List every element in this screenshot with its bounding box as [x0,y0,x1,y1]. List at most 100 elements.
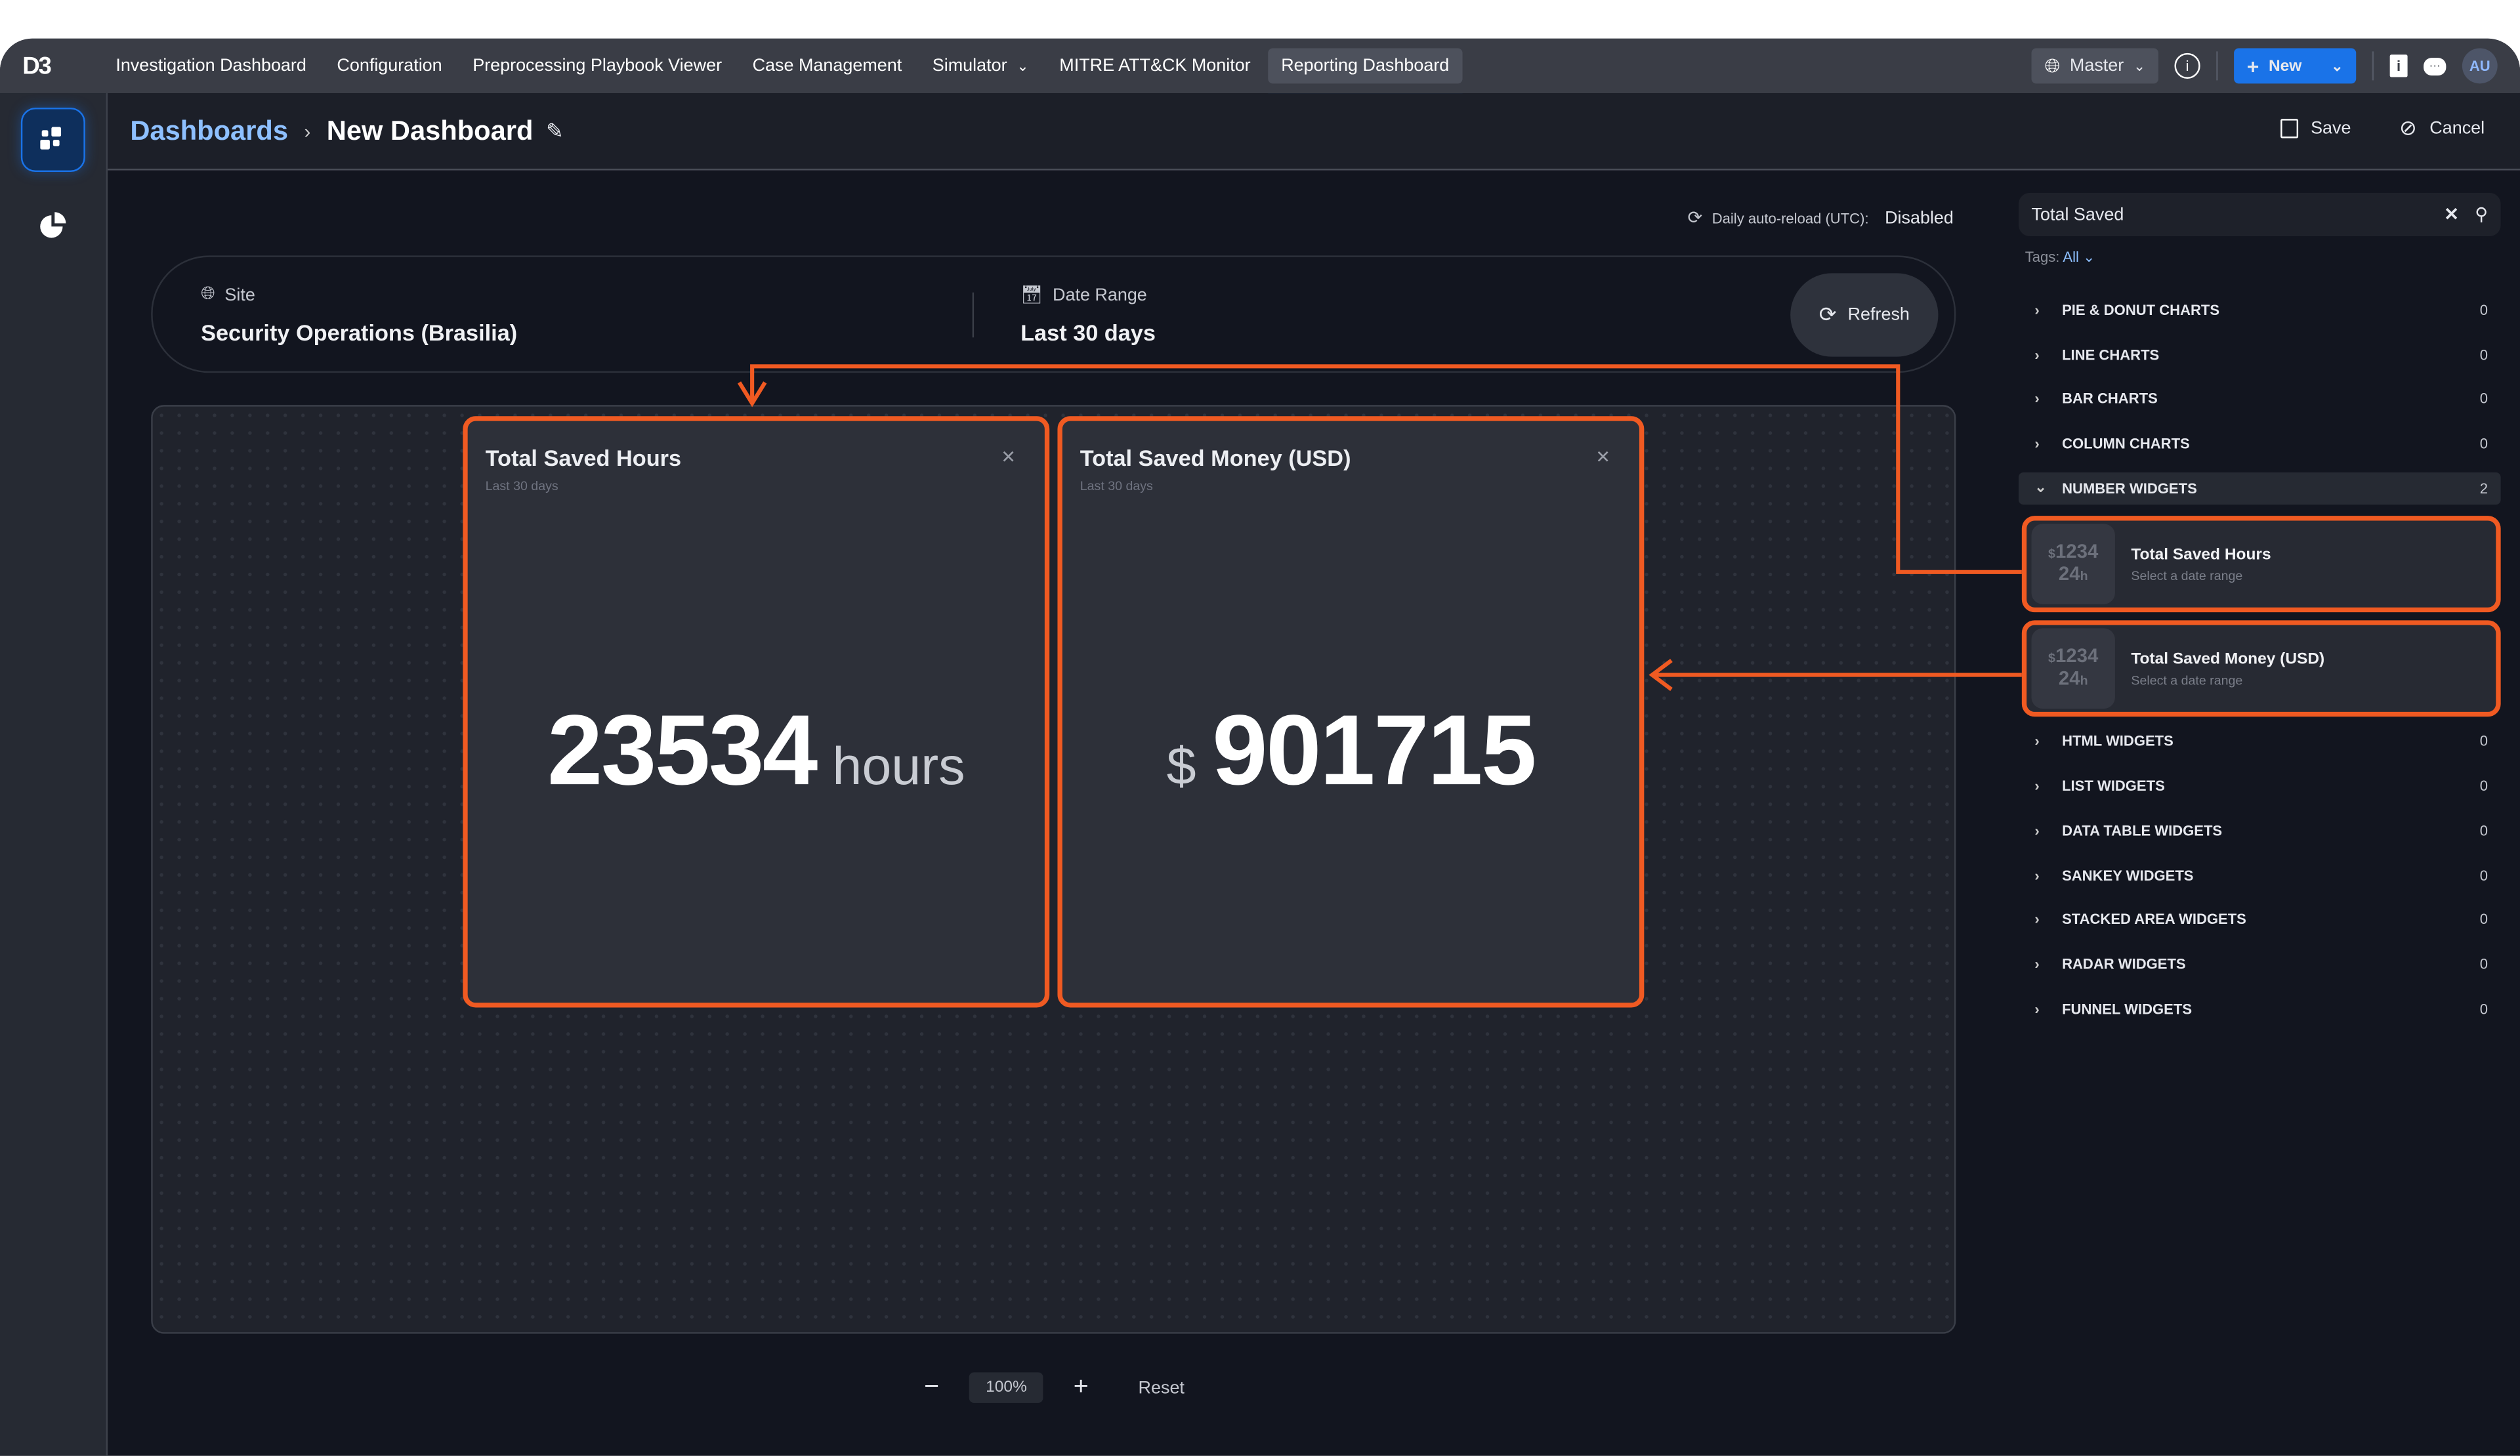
dashboard-canvas[interactable]: Total Saved Hours Last 30 days ✕ 23534 ho… [151,405,1956,1334]
nav-investigation-dashboard[interactable]: Investigation Dashboard [116,56,306,76]
tags-label: Tags: [2025,249,2060,266]
widget-search-input[interactable]: Total Saved ✕ ⚲ [2018,192,2501,237]
category-name: BAR CHARTS [2062,391,2158,407]
save-icon [2280,119,2298,138]
sidebar-item-dashboards[interactable] [20,108,85,173]
widget-total-saved-money[interactable]: Total Saved Money (USD) Last 30 days ✕ $… [1057,416,1645,1008]
cancel-button[interactable]: ⊘ Cancel [2399,115,2485,141]
search-value: Total Saved [2031,205,2124,224]
nav-simulator[interactable]: Simulator ⌄ [919,48,1041,83]
category-count: 0 [2479,346,2488,363]
category-name: RADAR WIDGETS [2062,955,2186,972]
chevron-down-icon: ⌄ [2331,56,2343,73]
chevron-right-icon: › [2034,302,2040,318]
nav-mitre-attack-monitor[interactable]: MITRE ATT&CK Monitor [1059,56,1251,76]
category-list-widgets[interactable]: › LIST WIDGETS 0 [2019,770,2501,802]
chevron-right-icon: › [2034,911,2040,928]
category-number-widgets[interactable]: ⌄ NUMBER WIDGETS 2 [2018,472,2501,505]
zoom-in-button[interactable]: + [1073,1373,1089,1401]
widget-template-item[interactable]: $1234 24h Total Saved Money (USD) Select a … [2021,621,2501,718]
auto-reload-label: Daily auto-reload (UTC): [1712,209,1869,226]
chevron-right-icon: › [2034,778,2040,795]
category-radar-widgets[interactable]: › RADAR WIDGETS 0 [2019,948,2501,980]
refresh-button[interactable]: ⟳ Refresh [1790,273,1939,357]
chevron-down-icon: ⌄ [1017,56,1029,73]
nav-preprocessing-playbook-viewer[interactable]: Preprocessing Playbook Viewer [472,56,723,76]
pie-chart-icon[interactable] [37,211,69,243]
chevron-right-icon: › [2034,346,2040,363]
category-data-table-widgets[interactable]: › DATA TABLE WIDGETS 0 [2019,814,2501,846]
widget-unit: hours [832,736,965,796]
site-label: Site [224,285,255,305]
item-title: Total Saved Hours [2131,546,2271,564]
divider [2216,51,2218,81]
category-line-charts[interactable]: › LINE CHARTS 0 [2019,339,2501,371]
auto-reload-status[interactable]: ⟳ Daily auto-reload (UTC): Disabled [1687,207,1953,228]
category-funnel-widgets[interactable]: › FUNNEL WIDGETS 0 [2019,992,2501,1024]
site-selector[interactable]: 🌐︎ Master ⌄ [2032,48,2159,84]
widget-value: 23534 [547,696,818,807]
nav-configuration[interactable]: Configuration [337,56,442,76]
category-count: 0 [2479,391,2488,407]
site-filter-label: 🌐︎ Site [201,284,255,305]
nav-reporting-dashboard[interactable]: Reporting Dashboard [1268,48,1462,96]
save-button[interactable]: Save [2280,119,2351,138]
category-column-charts[interactable]: › COLUMN CHARTS 0 [2019,428,2501,460]
category-name: LIST WIDGETS [2062,778,2165,795]
app-window: D3 Investigation Dashboard Configuration… [0,38,2520,1456]
category-count: 0 [2479,302,2488,318]
widget-total-saved-hours[interactable]: Total Saved Hours Last 30 days ✕ 23534 ho… [463,416,1050,1008]
zoom-out-button[interactable]: − [924,1373,940,1401]
info-icon[interactable]: i [2174,52,2200,79]
globe-icon: 🌐︎ [2044,54,2061,77]
category-count: 0 [2479,733,2488,750]
category-count: 0 [2479,955,2488,972]
arrowhead-hours [737,381,767,407]
clear-icon[interactable]: ✕ [2444,205,2459,225]
chevron-right-icon: › [2034,955,2040,972]
widget-subtitle: Last 30 days [485,478,558,493]
avatar[interactable]: AU [2462,48,2498,84]
date-range-value[interactable]: Last 30 days [1020,320,1156,346]
category-count: 0 [2479,867,2488,883]
date-range-label: 📅︎ Date Range [1020,284,1147,306]
category-bar-charts[interactable]: › BAR CHARTS 0 [2019,383,2501,415]
divider [2372,51,2374,81]
zoom-level: 100% [969,1372,1043,1403]
chevron-right-icon: › [2034,867,2040,883]
category-stacked-area-widgets[interactable]: › STACKED AREA WIDGETS 0 [2019,904,2501,936]
edit-pencil-icon[interactable]: ✎ [546,118,564,142]
widget-template-item[interactable]: $1234 24h Total Saved Hours Select a date r… [2021,516,2501,614]
chevron-right-icon: › [2034,733,2040,750]
d3-logo[interactable]: D3 [22,52,52,80]
date-label: Date Range [1053,285,1147,305]
document-info-icon[interactable]: i [2389,54,2408,77]
widget-subtitle: Last 30 days [1080,478,1153,493]
new-button[interactable]: + New ⌄ [2234,48,2357,84]
close-icon[interactable]: ✕ [1001,448,1016,468]
search-icon[interactable]: ⚲ [2475,205,2488,225]
widget-title: Total Saved Money (USD) [1080,445,1351,471]
breadcrumb-dashboards[interactable]: Dashboards [130,115,288,146]
new-button-label: New [2268,56,2302,75]
category-pie-donut-charts[interactable]: › PIE & DONUT CHARTS 0 [2019,294,2501,326]
category-html-widgets[interactable]: › HTML WIDGETS 0 [2019,726,2501,758]
site-filter-value[interactable]: Security Operations (Brasilia) [201,320,518,346]
category-count: 0 [2479,435,2488,452]
chevron-right-icon: › [2034,1000,2040,1017]
close-icon[interactable]: ✕ [1595,448,1610,468]
widget-value: 901715 [1212,696,1536,807]
globe-icon: 🌐︎ [201,284,215,304]
number-widget-thumbnail: $1234 24h [2031,524,2115,605]
chat-icon[interactable]: ··· [2424,56,2446,75]
tags-filter[interactable]: Tags: All ⌄ [2019,249,2501,267]
item-title: Total Saved Money (USD) [2131,650,2325,669]
zoom-reset-button[interactable]: Reset [1138,1378,1185,1398]
cancel-label: Cancel [2429,119,2485,138]
widget-currency: $ [1166,736,1196,796]
category-name: STACKED AREA WIDGETS [2062,911,2246,928]
category-sankey-widgets[interactable]: › SANKEY WIDGETS 0 [2019,859,2501,891]
item-subtitle: Select a date range [2131,568,2243,583]
nav-case-management[interactable]: Case Management [752,56,902,76]
category-name: PIE & DONUT CHARTS [2062,302,2220,318]
